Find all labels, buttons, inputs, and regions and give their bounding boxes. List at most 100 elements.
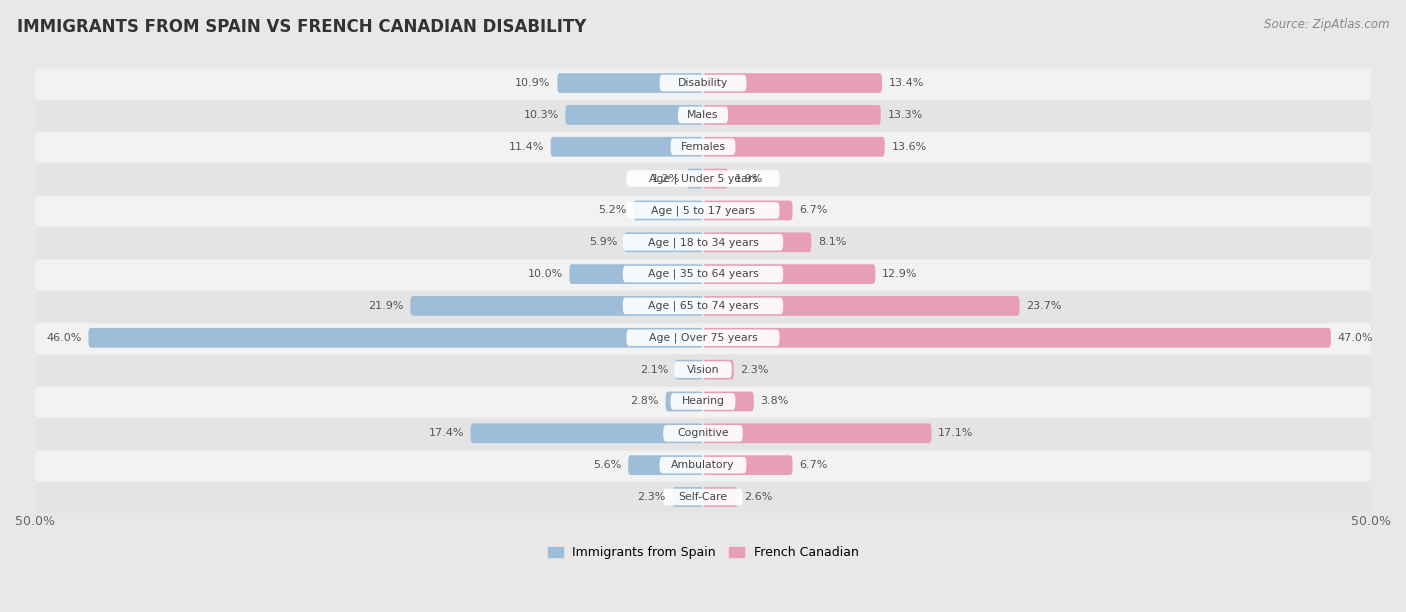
FancyBboxPatch shape [703,455,793,475]
FancyBboxPatch shape [703,264,876,284]
FancyBboxPatch shape [675,361,731,378]
Text: 2.3%: 2.3% [637,492,665,502]
Text: 47.0%: 47.0% [1337,333,1374,343]
Text: 13.3%: 13.3% [887,110,922,120]
Text: 10.3%: 10.3% [523,110,558,120]
FancyBboxPatch shape [471,424,703,443]
Text: Males: Males [688,110,718,120]
Text: 23.7%: 23.7% [1026,301,1062,311]
Text: 2.3%: 2.3% [741,365,769,375]
Legend: Immigrants from Spain, French Canadian: Immigrants from Spain, French Canadian [543,541,863,564]
FancyBboxPatch shape [703,392,754,411]
FancyBboxPatch shape [659,457,747,474]
FancyBboxPatch shape [35,69,1371,99]
Text: 50.0%: 50.0% [15,515,55,528]
FancyBboxPatch shape [703,169,728,188]
FancyBboxPatch shape [627,170,779,187]
Text: Cognitive: Cognitive [678,428,728,438]
Text: 12.9%: 12.9% [882,269,918,279]
FancyBboxPatch shape [664,425,742,442]
FancyBboxPatch shape [35,450,1371,482]
Text: Age | 18 to 34 years: Age | 18 to 34 years [648,237,758,247]
Text: 17.1%: 17.1% [938,428,973,438]
Text: 13.4%: 13.4% [889,78,924,88]
FancyBboxPatch shape [623,297,783,314]
FancyBboxPatch shape [35,355,1371,386]
Text: 1.9%: 1.9% [735,174,763,184]
Text: Source: ZipAtlas.com: Source: ZipAtlas.com [1264,18,1389,31]
FancyBboxPatch shape [659,75,747,91]
Text: Age | 5 to 17 years: Age | 5 to 17 years [651,205,755,215]
FancyBboxPatch shape [634,201,703,220]
FancyBboxPatch shape [35,132,1371,163]
Text: 21.9%: 21.9% [368,301,404,311]
Text: IMMIGRANTS FROM SPAIN VS FRENCH CANADIAN DISABILITY: IMMIGRANTS FROM SPAIN VS FRENCH CANADIAN… [17,18,586,36]
Text: 3.8%: 3.8% [761,397,789,406]
FancyBboxPatch shape [35,164,1371,195]
Text: 10.9%: 10.9% [516,78,551,88]
FancyBboxPatch shape [703,137,884,157]
Text: 5.9%: 5.9% [589,237,617,247]
FancyBboxPatch shape [703,487,738,507]
FancyBboxPatch shape [35,323,1371,354]
Text: 10.0%: 10.0% [527,269,562,279]
FancyBboxPatch shape [627,329,779,346]
Text: 17.4%: 17.4% [429,428,464,438]
FancyBboxPatch shape [35,482,1371,513]
FancyBboxPatch shape [665,392,703,411]
Text: Age | 35 to 64 years: Age | 35 to 64 years [648,269,758,279]
Text: 2.6%: 2.6% [744,492,773,502]
FancyBboxPatch shape [627,202,779,218]
FancyBboxPatch shape [628,455,703,475]
FancyBboxPatch shape [35,419,1371,450]
FancyBboxPatch shape [703,105,880,125]
FancyBboxPatch shape [671,138,735,155]
Text: 2.8%: 2.8% [630,397,659,406]
Text: 1.2%: 1.2% [652,174,681,184]
FancyBboxPatch shape [664,489,742,506]
Text: Age | Under 5 years: Age | Under 5 years [648,173,758,184]
FancyBboxPatch shape [703,73,882,93]
FancyBboxPatch shape [35,100,1371,131]
FancyBboxPatch shape [703,296,1019,316]
FancyBboxPatch shape [551,137,703,157]
Text: Females: Females [681,142,725,152]
Text: Vision: Vision [686,365,720,375]
Text: Disability: Disability [678,78,728,88]
FancyBboxPatch shape [35,291,1371,322]
FancyBboxPatch shape [703,360,734,379]
FancyBboxPatch shape [411,296,703,316]
FancyBboxPatch shape [35,259,1371,290]
FancyBboxPatch shape [35,228,1371,258]
FancyBboxPatch shape [671,393,735,410]
FancyBboxPatch shape [703,233,811,252]
FancyBboxPatch shape [623,234,783,250]
FancyBboxPatch shape [565,105,703,125]
Text: Age | 65 to 74 years: Age | 65 to 74 years [648,300,758,311]
Text: 8.1%: 8.1% [818,237,846,247]
Text: 13.6%: 13.6% [891,142,927,152]
Text: 5.2%: 5.2% [599,206,627,215]
FancyBboxPatch shape [675,360,703,379]
Text: 6.7%: 6.7% [799,206,828,215]
FancyBboxPatch shape [624,233,703,252]
FancyBboxPatch shape [569,264,703,284]
Text: 5.6%: 5.6% [593,460,621,470]
FancyBboxPatch shape [623,266,783,282]
Text: 11.4%: 11.4% [509,142,544,152]
Text: 46.0%: 46.0% [46,333,82,343]
FancyBboxPatch shape [89,328,703,348]
Text: 50.0%: 50.0% [1351,515,1391,528]
Text: Self-Care: Self-Care [679,492,727,502]
FancyBboxPatch shape [703,424,931,443]
FancyBboxPatch shape [672,487,703,507]
Text: Age | Over 75 years: Age | Over 75 years [648,332,758,343]
FancyBboxPatch shape [688,169,703,188]
FancyBboxPatch shape [703,201,793,220]
Text: 2.1%: 2.1% [640,365,668,375]
Text: Ambulatory: Ambulatory [671,460,735,470]
FancyBboxPatch shape [703,328,1331,348]
Text: Hearing: Hearing [682,397,724,406]
FancyBboxPatch shape [35,196,1371,226]
FancyBboxPatch shape [678,106,728,123]
